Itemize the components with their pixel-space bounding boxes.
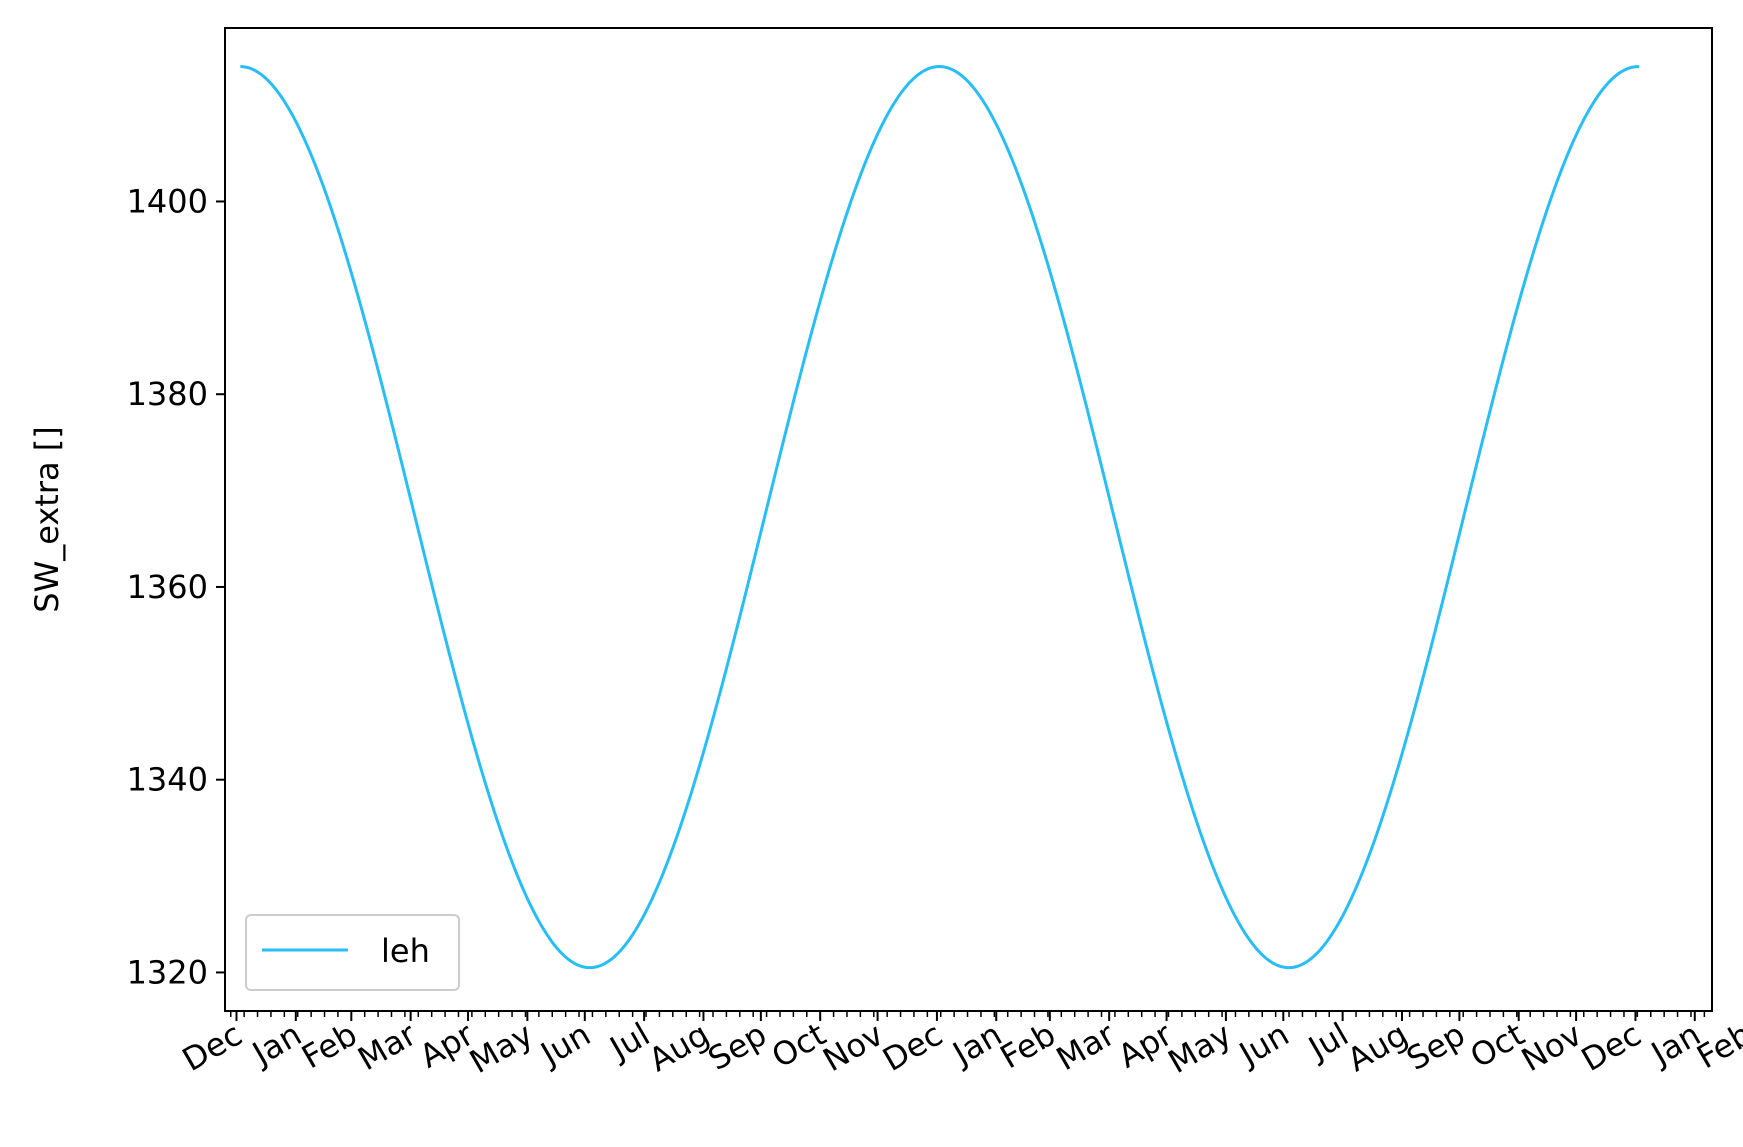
axes-frame [224,27,1713,1012]
y-tick-label: 1380 [127,375,208,413]
series-line-leh [240,65,1640,970]
y-tick-label: 1360 [127,568,208,606]
plot-area [240,65,1640,970]
y-axis-label: SW_extra [] [28,426,66,612]
y-tick-label: 1320 [127,953,208,991]
legend-label: leh [381,932,430,970]
y-tick-label: 1340 [127,761,208,799]
y-tick-label: 1400 [127,182,208,220]
legend-box [245,914,460,991]
legend: leh [245,914,460,991]
y-axis-ticks: 1320 1340 1360 1380 1400 [127,182,225,991]
